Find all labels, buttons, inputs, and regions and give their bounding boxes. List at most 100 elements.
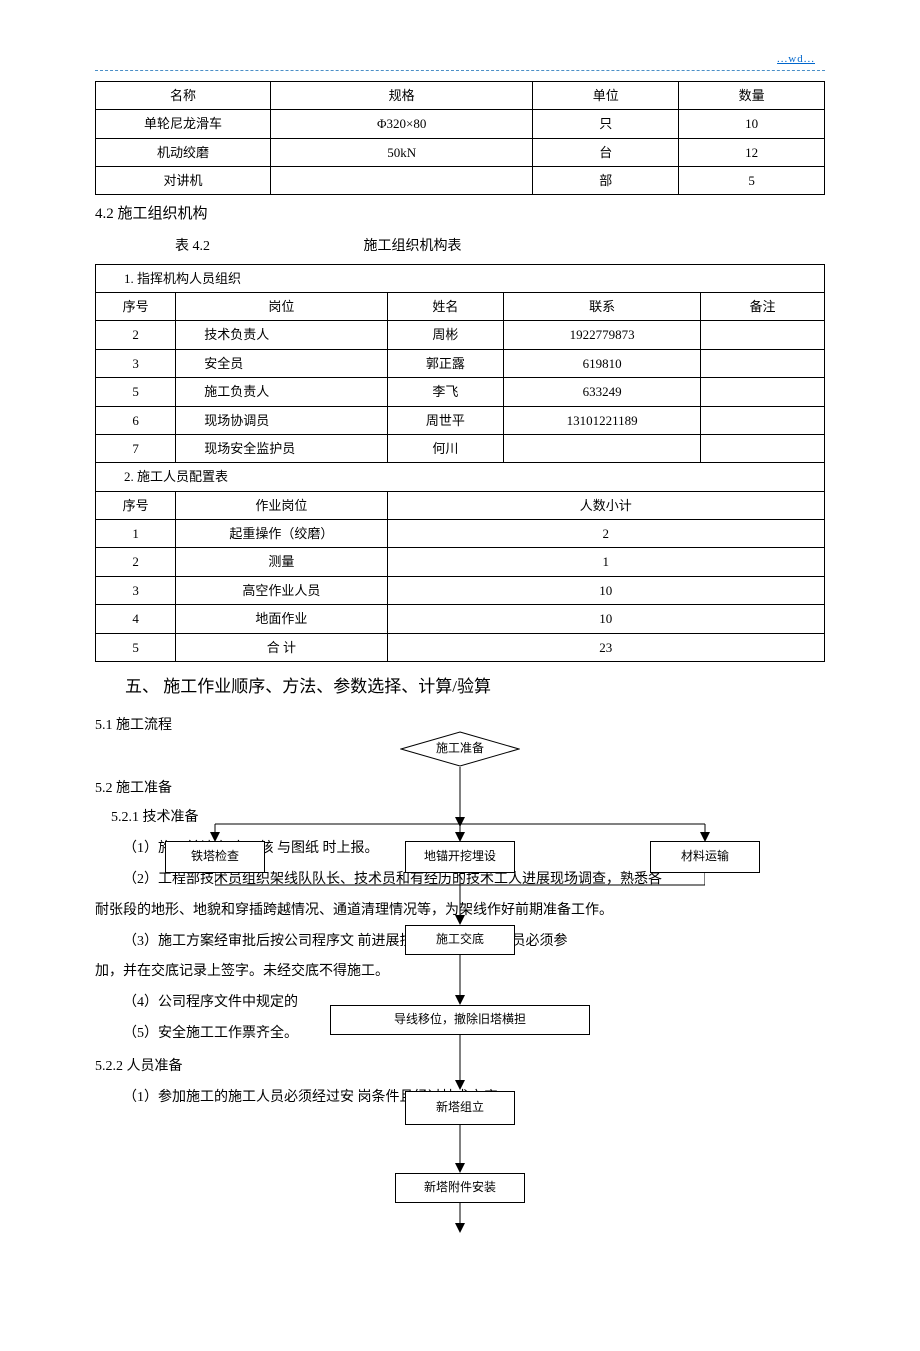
- flow-node-anchor: 地锚开挖埋设: [405, 841, 515, 873]
- th: 岗位: [176, 292, 387, 320]
- th: 联系: [504, 292, 701, 320]
- table-row: 名称 规格 单位 数量: [96, 81, 825, 109]
- th: 备注: [701, 292, 825, 320]
- cell: 1922779873: [504, 321, 701, 349]
- table-row: 2测量1: [96, 548, 825, 576]
- table-row: 序号 作业岗位 人数小计: [96, 491, 825, 519]
- table-row: 2技术负责人周彬1922779873: [96, 321, 825, 349]
- header-wd: ...wd...: [777, 53, 815, 65]
- cell: 周世平: [387, 406, 504, 434]
- cell: 李飞: [387, 378, 504, 406]
- flow-label: 新塔附件安装: [424, 1177, 496, 1199]
- cell: 4: [96, 605, 176, 633]
- table-row: 单轮尼龙滑车 Φ320×80 只 10: [96, 110, 825, 138]
- th: 序号: [96, 292, 176, 320]
- cell: Φ320×80: [270, 110, 532, 138]
- cell: [504, 434, 701, 462]
- cell: 2: [96, 321, 176, 349]
- table-row: 3高空作业人员10: [96, 576, 825, 604]
- flow-node-tower-check: 铁塔检查: [165, 841, 265, 873]
- cell: 2: [96, 548, 176, 576]
- cell: 3: [96, 576, 176, 604]
- cell: 对讲机: [96, 166, 271, 194]
- flow-node-disclosure: 施工交底: [405, 925, 515, 955]
- flow-node-attach: 新塔附件安装: [395, 1173, 525, 1203]
- page-header-line: ...wd...: [95, 50, 825, 71]
- cell: 现场协调员: [176, 406, 387, 434]
- flow-label: 地锚开挖埋设: [424, 846, 496, 868]
- arrow-icon: [208, 824, 222, 842]
- group2-title: 2. 施工人员配置表: [96, 463, 825, 491]
- table2-caption: 表 4.2 施工组织机构表: [175, 234, 825, 259]
- arrow-icon: [453, 955, 467, 1005]
- th: 人数小计: [387, 491, 824, 519]
- flow-label: 材料运输: [681, 846, 729, 868]
- table-row: 5施工负责人李飞633249: [96, 378, 825, 406]
- cell: 1: [96, 520, 176, 548]
- table-row: 机动绞磨 50kN 台 12: [96, 138, 825, 166]
- cell: 周彬: [387, 321, 504, 349]
- th: 序号: [96, 491, 176, 519]
- flow-label: 新塔组立: [436, 1097, 484, 1119]
- table-row: 2. 施工人员配置表: [96, 463, 825, 491]
- table-row: 7现场安全监护员何川: [96, 434, 825, 462]
- cell: [270, 166, 532, 194]
- cell: 7: [96, 434, 176, 462]
- cell: 10: [387, 605, 824, 633]
- flow-label: 施工交底: [436, 929, 484, 951]
- cell: [701, 321, 825, 349]
- cell: [701, 406, 825, 434]
- cell: 23: [387, 633, 824, 661]
- cell: 起重操作（绞磨）: [176, 520, 387, 548]
- arrow-icon: [698, 824, 712, 842]
- cell: 50kN: [270, 138, 532, 166]
- cell: 12: [679, 138, 825, 166]
- cell: 2: [387, 520, 824, 548]
- section-4-2-title: 4.2 施工组织机构: [95, 201, 825, 228]
- arrow-icon: [453, 1203, 467, 1233]
- cell: 郭正露: [387, 349, 504, 377]
- cell: 何川: [387, 434, 504, 462]
- flow-label: 施工准备: [436, 738, 484, 760]
- cell: [701, 434, 825, 462]
- table-row: 对讲机 部 5: [96, 166, 825, 194]
- cell: [701, 349, 825, 377]
- cell: 5: [679, 166, 825, 194]
- caption-right: 施工组织机构表: [364, 239, 462, 254]
- arrow-icon: [453, 1125, 467, 1173]
- flow-node-new-tower: 新塔组立: [405, 1091, 515, 1125]
- flow-node-prepare: 施工准备: [400, 731, 520, 767]
- arrow-icon: [453, 1035, 467, 1090]
- th: 姓名: [387, 292, 504, 320]
- cell: 只: [533, 110, 679, 138]
- th-unit: 单位: [533, 81, 679, 109]
- th: 作业岗位: [176, 491, 387, 519]
- cell: 10: [387, 576, 824, 604]
- cell: 现场安全监护员: [176, 434, 387, 462]
- cell: 施工负责人: [176, 378, 387, 406]
- group1-title: 1. 指挥机构人员组织: [96, 264, 825, 292]
- caption-left: 表 4.2: [175, 239, 210, 254]
- table-row: 5合 计23: [96, 633, 825, 661]
- cell: 测量: [176, 548, 387, 576]
- cell: 5: [96, 378, 176, 406]
- cell: 1: [387, 548, 824, 576]
- arrow-icon: [453, 767, 467, 827]
- flow-node-wire-move: 导线移位，撤除旧塔横担: [330, 1005, 590, 1035]
- cell: 合 计: [176, 633, 387, 661]
- arrow-icon: [453, 885, 467, 925]
- cell: 633249: [504, 378, 701, 406]
- flow-label: 导线移位，撤除旧塔横担: [394, 1009, 526, 1031]
- cell: [701, 378, 825, 406]
- flow-label: 铁塔检查: [191, 846, 239, 868]
- cell: 技术负责人: [176, 321, 387, 349]
- cell: 高空作业人员: [176, 576, 387, 604]
- cell: 3: [96, 349, 176, 377]
- table-row: 序号 岗位 姓名 联系 备注: [96, 292, 825, 320]
- th-qty: 数量: [679, 81, 825, 109]
- org-table: 1. 指挥机构人员组织 序号 岗位 姓名 联系 备注 2技术负责人周彬19227…: [95, 264, 825, 662]
- cell: 10: [679, 110, 825, 138]
- table-row: 1起重操作（绞磨）2: [96, 520, 825, 548]
- cell: 619810: [504, 349, 701, 377]
- cell: 单轮尼龙滑车: [96, 110, 271, 138]
